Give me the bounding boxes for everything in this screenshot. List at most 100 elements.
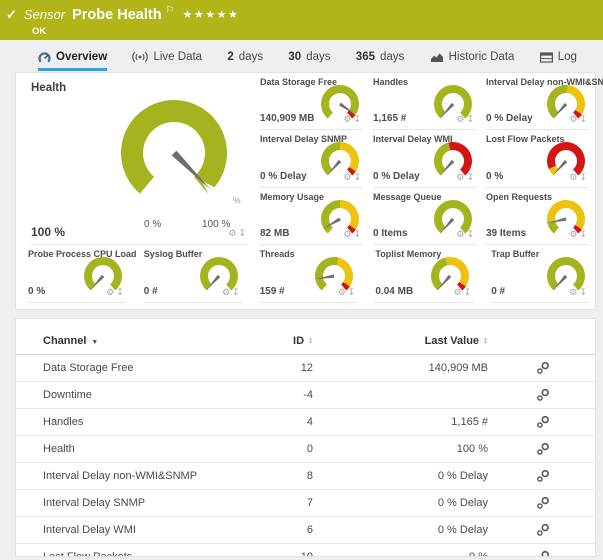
gauge-value: 0 % Delay [373, 171, 420, 182]
pin-icon[interactable]: ↧ [238, 228, 248, 238]
table-row[interactable]: Interval Delay WMI60 % Delay [16, 517, 595, 544]
edit-channel-icon[interactable] [536, 442, 550, 456]
channel-name-cell: Data Storage Free [16, 355, 251, 382]
table-row[interactable]: Health0100 % [16, 436, 595, 463]
sensor-header: ✓ Sensor Probe Health ⚐ ★★★★★ OK [0, 0, 603, 40]
pin-icon[interactable]: ↧ [353, 229, 363, 239]
historic-icon [430, 52, 444, 63]
gear-icon[interactable]: ⚙ [454, 287, 464, 297]
gear-icon[interactable]: ⚙ [456, 172, 466, 182]
column-header-last-value[interactable]: Last Value▲▼ [313, 319, 488, 355]
channel-id-cell: 7 [251, 490, 313, 517]
gauge-title: Memory Usage [260, 192, 324, 202]
channel-last-value-cell: 100 % [313, 436, 488, 463]
table-row[interactable]: Data Storage Free12140,909 MB [16, 355, 595, 382]
gauge-cell-data-storage-free: Data Storage Free 140,909 MB ⚙↧ [256, 73, 369, 130]
pin-icon[interactable]: ↧ [353, 172, 363, 182]
gauge-title: Probe Process CPU Load [28, 249, 137, 259]
pin-icon[interactable]: ↧ [348, 287, 358, 297]
tab-strong-label: 2 [227, 51, 233, 63]
tab-strong-label: 365 [356, 51, 375, 63]
gear-icon[interactable]: ⚙ [343, 172, 353, 182]
table-row[interactable]: Interval Delay non-WMI&SNMP80 % Delay [16, 463, 595, 490]
pause-flag-icon[interactable]: ⚐ [166, 5, 175, 16]
tab-label: Historic Data [449, 51, 515, 63]
priority-stars[interactable]: ★★★★★ [183, 8, 240, 21]
gear-icon[interactable]: ⚙ [569, 287, 579, 297]
live-icon [132, 51, 148, 63]
edit-channel-icon[interactable] [536, 496, 550, 510]
gear-icon[interactable]: ⚙ [456, 229, 466, 239]
gauge-value: 0 % [28, 286, 45, 297]
tab-30-days[interactable]: 30days [288, 51, 330, 71]
table-row[interactable]: Downtime-4 [16, 382, 595, 409]
gear-icon[interactable]: ⚙ [343, 114, 353, 124]
gauge-value: 140,909 MB [260, 113, 314, 124]
gear-icon[interactable]: ⚙ [456, 114, 466, 124]
pin-icon[interactable]: ↧ [466, 172, 476, 182]
channel-last-value-cell: 0 % Delay [313, 517, 488, 544]
table-row[interactable]: Interval Delay SNMP70 % Delay [16, 490, 595, 517]
tab-bar: Overview Live Data 2days 30days 365 days Histo… [0, 40, 603, 71]
gear-icon[interactable]: ⚙ [338, 287, 348, 297]
pin-icon[interactable]: ↧ [579, 114, 589, 124]
column-header-channel[interactable]: Channel▼ [16, 319, 251, 355]
gear-icon[interactable]: ⚙ [569, 172, 579, 182]
tab-log[interactable]: Log [540, 51, 577, 71]
pin-icon[interactable]: ↧ [579, 287, 589, 297]
gauge-title: Open Requests [486, 192, 552, 202]
tab-historic-data[interactable]: Historic Data [430, 51, 515, 71]
tab-2-days[interactable]: 2days [227, 51, 263, 71]
gauge-cell-health: Health 0 % 100 % % 100 % ⚙↧ [16, 73, 256, 245]
table-row[interactable]: Handles41,165 # [16, 409, 595, 436]
cell-divider [28, 302, 126, 303]
gauge-cell-trap-buffer: Trap Buffer0 #⚙↧ [479, 245, 595, 303]
gear-icon[interactable]: ⚙ [222, 287, 232, 297]
pin-icon[interactable]: ↧ [579, 229, 589, 239]
edit-channel-icon[interactable] [536, 550, 550, 557]
channel-id-cell: -4 [251, 382, 313, 409]
gauges-panel: Health 0 % 100 % % 100 % ⚙↧ Data Storage… [15, 72, 596, 310]
edit-channel-icon[interactable] [536, 388, 550, 402]
gauge-title: Data Storage Free [260, 77, 337, 87]
gauge-cell-handles: Handles1,165 #⚙↧ [369, 73, 482, 130]
channel-id-cell: 12 [251, 355, 313, 382]
cell-divider [491, 302, 589, 303]
gear-icon[interactable]: ⚙ [569, 114, 579, 124]
channel-name-cell: Health [16, 436, 251, 463]
pin-icon[interactable]: ↧ [466, 114, 476, 124]
gauge-cell-interval-delay-snmp: Interval Delay SNMP0 % Delay⚙↧ [256, 130, 369, 187]
channel-name-cell: Interval Delay non-WMI&SNMP [16, 463, 251, 490]
gear-icon[interactable]: ⚙ [228, 228, 238, 238]
channel-last-value-cell [313, 382, 488, 409]
tab-live-data[interactable]: Live Data [132, 51, 202, 71]
pin-icon[interactable]: ↧ [232, 287, 242, 297]
pin-icon[interactable]: ↧ [466, 229, 476, 239]
tab-overview[interactable]: Overview [38, 51, 107, 71]
channel-actions-cell [488, 490, 595, 517]
gear-icon[interactable]: ⚙ [569, 229, 579, 239]
gauge-grid-bottom: Probe Process CPU Load0 %⚙↧Syslog Buffer… [16, 245, 595, 303]
gauge-value: 100 % [31, 225, 65, 239]
table-row[interactable]: Lost Flow Packets100 % [16, 544, 595, 558]
pin-icon[interactable]: ↧ [579, 172, 589, 182]
gauge-dial [116, 97, 232, 207]
pin-icon[interactable]: ↧ [353, 114, 363, 124]
tab-label: days [380, 51, 404, 63]
gear-icon[interactable]: ⚙ [343, 229, 353, 239]
pin-icon[interactable]: ↧ [116, 287, 126, 297]
gauge-title: Interval Delay WMI [373, 134, 453, 144]
edit-channel-icon[interactable] [536, 523, 550, 537]
gauge-cell-interval-delay-wmi: Interval Delay WMI 0 % Delay ⚙↧ [369, 130, 482, 187]
edit-channel-icon[interactable] [536, 415, 550, 429]
cell-divider [260, 302, 358, 303]
column-header-actions [488, 319, 595, 355]
gauge-cell-probe-process-cpu-load: Probe Process CPU Load0 %⚙↧ [16, 245, 132, 303]
column-header-id[interactable]: ID▲▼ [251, 319, 313, 355]
edit-channel-icon[interactable] [536, 469, 550, 483]
pin-icon[interactable]: ↧ [464, 287, 474, 297]
gear-icon[interactable]: ⚙ [106, 287, 116, 297]
edit-channel-icon[interactable] [536, 361, 550, 375]
tab-365-days[interactable]: 365 days [356, 51, 404, 71]
gauge-title: Handles [373, 77, 408, 87]
